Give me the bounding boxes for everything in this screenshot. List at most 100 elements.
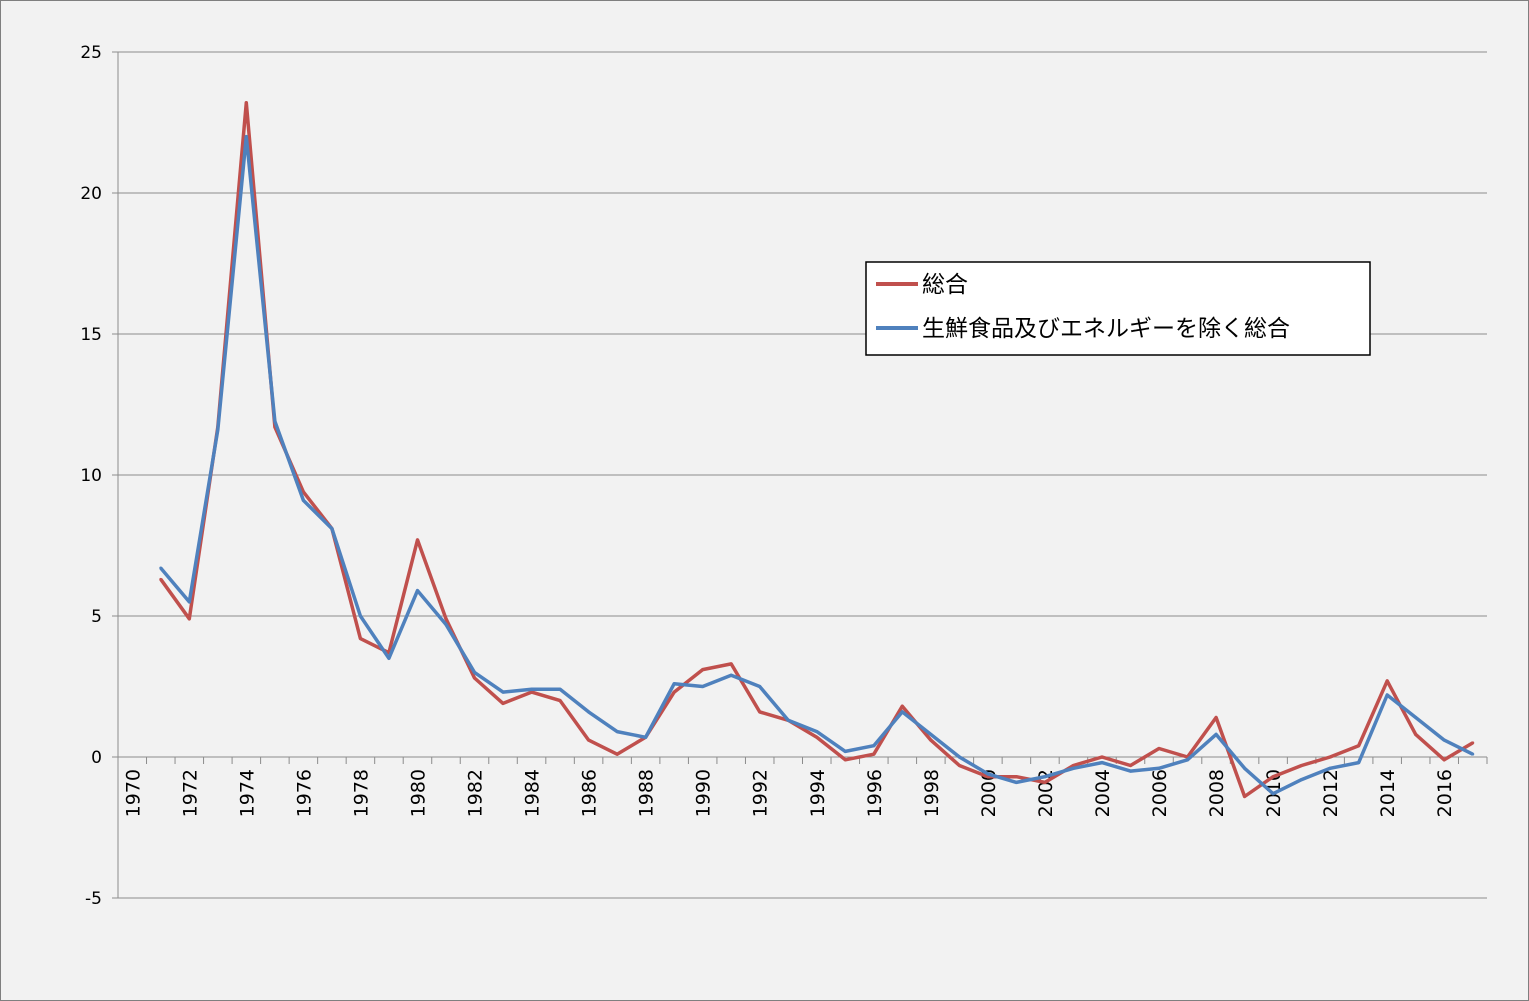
data-point xyxy=(929,738,933,742)
data-point xyxy=(330,527,334,531)
data-point xyxy=(701,668,705,672)
data-point xyxy=(501,690,505,694)
data-point xyxy=(1471,752,1475,756)
data-point xyxy=(872,752,876,756)
data-point xyxy=(843,758,847,762)
data-point xyxy=(1243,794,1247,798)
y-tick-label: 20 xyxy=(80,184,102,204)
data-point xyxy=(1442,758,1446,762)
data-point xyxy=(558,687,562,691)
data-point xyxy=(587,710,591,714)
y-axis: 25 20 15 10 5 0 -5 xyxy=(80,43,119,909)
x-tick-label: 1992 xyxy=(750,769,772,817)
data-point xyxy=(672,690,676,694)
data-point xyxy=(615,752,619,756)
data-point xyxy=(986,775,990,779)
data-point xyxy=(530,690,534,694)
data-point xyxy=(1385,679,1389,683)
data-point xyxy=(1442,738,1446,742)
data-point xyxy=(1414,716,1418,720)
data-point xyxy=(644,735,648,739)
x-tick-label: 2008 xyxy=(1206,769,1228,817)
data-point xyxy=(615,730,619,734)
data-point xyxy=(957,763,961,767)
data-point xyxy=(444,622,448,626)
x-tick-label: 1978 xyxy=(350,769,372,817)
data-point xyxy=(1071,763,1075,767)
data-point xyxy=(786,718,790,722)
data-point xyxy=(1414,732,1418,736)
y-tick-label: 5 xyxy=(91,607,102,627)
x-tick-label: 2016 xyxy=(1434,769,1456,817)
x-tick-label: 1980 xyxy=(407,769,429,817)
data-point xyxy=(872,744,876,748)
data-point xyxy=(444,617,448,621)
data-point xyxy=(358,637,362,641)
data-point xyxy=(587,738,591,742)
data-point xyxy=(986,772,990,776)
data-point xyxy=(1328,755,1332,759)
data-point xyxy=(501,701,505,705)
data-point xyxy=(1328,766,1332,770)
data-point xyxy=(244,101,248,105)
data-point xyxy=(1100,761,1104,765)
x-tick-label: 1996 xyxy=(864,769,886,817)
y-tick-label: 0 xyxy=(91,748,102,768)
x-tick-label: 1990 xyxy=(693,769,715,817)
data-point xyxy=(1186,758,1190,762)
data-point xyxy=(843,749,847,753)
data-point xyxy=(415,589,419,593)
data-point xyxy=(301,498,305,502)
data-point xyxy=(473,676,477,680)
x-tick-label: 2006 xyxy=(1149,769,1171,817)
x-tick-label: 1988 xyxy=(636,769,658,817)
data-point xyxy=(672,682,676,686)
data-point xyxy=(159,577,163,581)
y-tick-label: 25 xyxy=(80,43,102,63)
x-tick-label: 1982 xyxy=(465,769,487,817)
data-point xyxy=(1128,769,1132,773)
legend-box xyxy=(865,261,1371,356)
data-point xyxy=(1014,780,1018,784)
x-tick-label: 2000 xyxy=(978,769,1000,817)
data-point xyxy=(473,670,477,674)
x-tick-label: 1974 xyxy=(236,769,258,817)
x-tick-label: 1984 xyxy=(522,769,544,817)
legend-label: 総合 xyxy=(922,272,968,298)
legend: 総合 生鮮食品及びエネルギーを除く総合 xyxy=(865,261,1371,356)
data-point xyxy=(301,490,305,494)
x-tick-label: 2004 xyxy=(1092,769,1114,817)
data-point xyxy=(701,685,705,688)
y-tick-label: -5 xyxy=(85,889,102,909)
data-point xyxy=(1357,761,1361,765)
x-tick-label: 1986 xyxy=(579,769,601,817)
y-tick-label: 15 xyxy=(80,325,102,345)
data-point xyxy=(1100,755,1104,759)
data-point xyxy=(815,730,819,734)
data-point xyxy=(358,614,362,618)
legend-label: 生鮮食品及びエネルギーを除く総合 xyxy=(922,316,1290,342)
data-point xyxy=(1243,766,1247,770)
data-point xyxy=(1214,716,1218,720)
data-point xyxy=(729,673,733,677)
data-point xyxy=(900,704,904,708)
data-point xyxy=(1214,732,1218,736)
data-point xyxy=(957,755,961,759)
x-tick-label: 2012 xyxy=(1320,769,1342,817)
data-point xyxy=(187,600,191,604)
x-tick-label: 1970 xyxy=(122,769,144,817)
x-tick-label: 2014 xyxy=(1377,769,1399,817)
x-tick-label: 1998 xyxy=(921,769,943,817)
x-tick-label: 1972 xyxy=(179,769,201,817)
data-point xyxy=(558,699,562,703)
data-point xyxy=(1300,763,1304,767)
data-point xyxy=(1157,766,1161,770)
data-point xyxy=(530,687,534,691)
data-point xyxy=(187,617,191,621)
data-point xyxy=(1043,780,1047,784)
data-point xyxy=(1043,775,1047,779)
data-point xyxy=(758,710,762,714)
data-point xyxy=(1271,775,1275,779)
y-tick-label: 10 xyxy=(80,466,102,486)
